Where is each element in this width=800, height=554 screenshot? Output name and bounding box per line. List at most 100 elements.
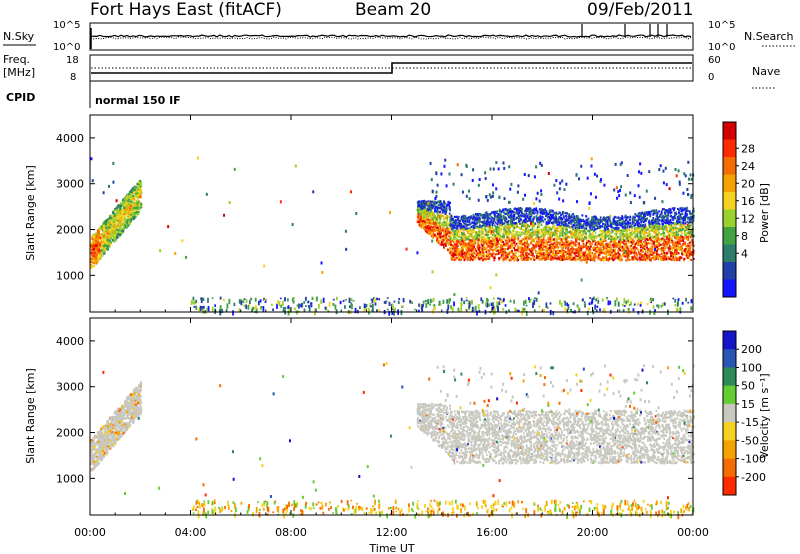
power-cell [638,216,641,219]
power-cell [647,213,650,216]
power-cell [566,219,569,222]
power-cell [498,219,501,222]
power-cell [651,227,654,230]
power-cell [628,232,631,235]
power-cell [591,233,594,236]
power-cell [578,224,581,227]
power-cell [560,221,563,225]
power-cell [597,221,600,224]
power-cell [645,253,648,256]
power-cell [135,206,138,210]
power-cell [483,222,486,225]
power-cell [661,208,664,211]
power-cell [95,251,98,254]
power-cell [669,252,672,255]
power-cell [106,244,109,248]
power-cell [96,249,99,252]
power-cell [452,234,454,237]
power-cell [667,230,670,233]
power-cell [647,226,650,230]
power-cell [636,227,639,230]
power-cell [467,242,470,245]
power-cell [122,228,125,232]
power-cell [571,234,573,237]
power-cell [450,220,452,223]
power-cell [586,248,589,251]
power-cell [656,244,658,247]
power-cell [447,231,449,234]
power-cell [680,236,683,239]
power-cell [482,230,485,233]
power-cell [617,251,620,254]
power-cell [446,228,449,231]
power-cell [688,210,691,213]
power-cell [512,232,515,235]
power-cell [102,225,105,228]
power-cell [443,237,445,240]
power-cell [470,230,473,233]
power-cell [107,224,110,227]
power-cell [591,252,594,255]
power-cell [513,213,515,217]
power-cell [530,213,533,216]
power-cell [689,246,692,250]
power-cell [687,217,689,220]
power-cell [582,224,585,227]
power-cell [116,235,119,239]
power-cell [605,247,608,251]
power-cell [535,209,538,212]
power-cell [651,234,654,238]
power-cell [115,218,118,222]
power-cell [433,202,436,205]
power-cell [672,225,675,228]
power-cell [496,241,499,244]
power-cell [524,221,527,224]
power-cell [445,208,447,211]
power-cell [547,254,550,257]
power-cell [471,241,473,244]
power-cell [559,225,561,228]
power-cell [539,228,542,232]
power-cell [585,253,588,256]
power-cell [657,247,659,251]
power-cell [103,248,107,251]
power-cell [595,255,597,258]
power-cell [113,219,116,222]
power-cell [456,218,459,221]
power-cell [444,212,447,216]
power-cell [525,236,528,239]
power-cell [468,256,471,259]
power-cell [442,229,444,232]
power-cell [668,245,671,248]
power-cell [510,211,513,214]
power-cell [105,226,108,230]
power-cell [125,219,128,222]
power-cell [543,228,546,231]
power-cell [497,242,500,245]
power-cell [90,247,93,250]
power-cell [656,240,658,243]
power-cell [464,257,467,261]
power-cell [472,226,475,229]
power-cell [555,219,558,222]
power-cell [629,238,632,241]
power-cell [524,237,527,240]
power-cell [657,257,660,261]
power-cell [504,256,507,259]
power-cell [645,219,647,222]
power-cell [544,230,546,233]
power-cell [473,218,475,221]
power-cell [644,214,646,217]
power-cell [126,196,129,200]
power-cell [621,235,624,238]
power-cell [580,245,582,248]
power-cell [427,211,430,214]
power-cell [534,233,537,236]
power-cell [485,232,488,235]
power-cell [545,222,548,226]
power-cell [509,246,512,250]
power-cell [527,207,530,210]
power-cell [585,239,588,242]
power-cell [110,235,113,238]
power-cell [528,257,531,261]
